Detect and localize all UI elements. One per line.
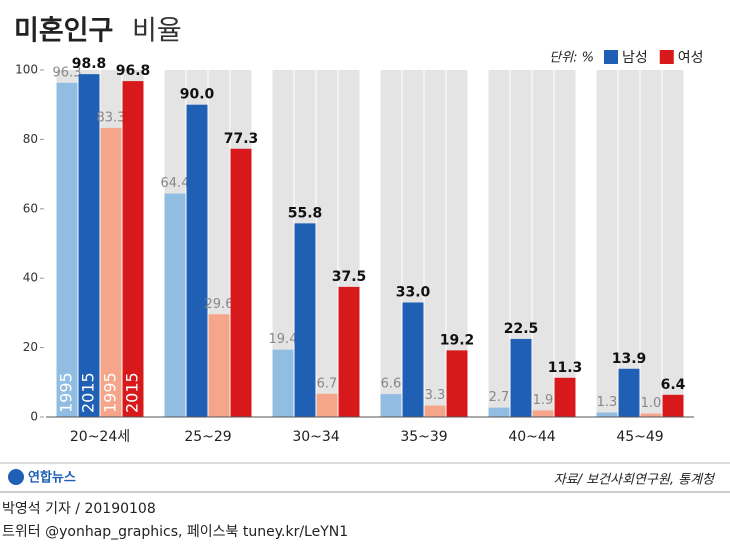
- social: 트위터 @yonhap_graphics, 페이스북 tuney.kr/LeYN…: [2, 524, 348, 540]
- background-stripe: [596, 70, 618, 417]
- y-tick-label: 40: [23, 271, 38, 285]
- data-label: 96.8: [116, 63, 151, 79]
- legend-label: 남성: [622, 50, 648, 66]
- bar: [230, 148, 252, 418]
- y-tick-label: 100: [15, 63, 38, 77]
- data-label: 3.3: [425, 388, 446, 403]
- data-label: 6.4: [661, 377, 686, 393]
- bar: [532, 410, 554, 417]
- legend-label: 여성: [678, 50, 704, 66]
- bar: [208, 314, 230, 417]
- bar: [554, 377, 576, 417]
- bar: [56, 82, 78, 418]
- series-year-label: 2015: [79, 372, 98, 413]
- background-stripe: [424, 70, 446, 417]
- bar: [186, 104, 208, 417]
- plot-area: 0 20 40 60 80 100 20~24세 96.3 1995 98.8 2015 83.3 19…: [15, 56, 694, 445]
- bar: [488, 407, 510, 417]
- bar: [294, 223, 316, 417]
- data-label: 29.6: [205, 297, 234, 312]
- background-stripe: [510, 70, 532, 417]
- data-label: 6.6: [381, 377, 402, 392]
- data-label: 90.0: [180, 87, 215, 103]
- data-label: 13.9: [612, 351, 647, 367]
- data-label: 55.8: [288, 205, 323, 221]
- chart-subtitle: 비율: [132, 16, 182, 47]
- bar: [380, 394, 402, 417]
- x-tick-label: 35~39: [400, 429, 447, 445]
- background-stripe: [316, 70, 338, 417]
- data-label: 2.7: [489, 390, 510, 405]
- bar: [424, 405, 446, 417]
- data-label: 19.4: [269, 332, 298, 347]
- data-label: 22.5: [504, 321, 539, 337]
- data-label: 19.2: [440, 332, 475, 348]
- bar: [402, 302, 424, 417]
- data-label: 33.0: [396, 284, 431, 300]
- background-stripe: [640, 70, 662, 417]
- bar: [338, 286, 360, 417]
- x-tick-label: 45~49: [616, 429, 663, 445]
- background-stripe: [554, 70, 576, 417]
- bar: [618, 368, 640, 417]
- legend-swatch: [604, 50, 618, 64]
- logo: 연합뉴스: [28, 470, 76, 486]
- bar: [100, 127, 122, 417]
- bar: [122, 81, 144, 417]
- legend-swatch: [659, 50, 674, 64]
- data-label: 98.8: [72, 56, 107, 72]
- background-stripe: [532, 70, 554, 417]
- unit-label: 단위: %: [549, 51, 594, 66]
- background-stripe: [618, 70, 640, 417]
- background-stripe: [662, 70, 684, 417]
- data-label: 1.9: [533, 393, 554, 408]
- series-year-label: 2015: [123, 372, 142, 413]
- logo-icon: [8, 469, 24, 485]
- chart-title: 미혼인구: [14, 16, 113, 47]
- bar: [78, 74, 100, 417]
- y-tick-label: 80: [23, 132, 38, 146]
- bar: [164, 193, 186, 417]
- bar: [446, 350, 468, 417]
- source: 자료/ 보건사회연구원, 통계청: [554, 473, 716, 488]
- background-stripe: [272, 70, 294, 417]
- bar: [316, 393, 338, 417]
- bar: [662, 394, 684, 417]
- data-label: 96.3: [53, 65, 82, 80]
- bar: [640, 413, 662, 417]
- series-year-label: 1995: [57, 372, 76, 413]
- data-label: 11.3: [548, 360, 583, 376]
- data-label: 1.0: [641, 396, 662, 411]
- x-tick-label: 40~44: [508, 429, 555, 445]
- x-tick-label: 25~29: [184, 429, 231, 445]
- data-label: 77.3: [224, 131, 259, 147]
- bar: [272, 349, 294, 417]
- background-stripe: [488, 70, 510, 417]
- x-tick-label: 20~24세: [70, 429, 130, 445]
- bar: [596, 412, 618, 417]
- y-tick-label: 20: [23, 340, 38, 354]
- background-stripe: [446, 70, 468, 417]
- bar: [510, 338, 532, 417]
- data-label: 37.5: [332, 269, 367, 285]
- data-label: 83.3: [97, 110, 126, 125]
- data-label: 1.3: [597, 395, 618, 410]
- byline: 박영석 기자 / 20190108: [2, 501, 156, 517]
- series-year-label: 1995: [101, 372, 120, 413]
- data-label: 6.7: [317, 376, 338, 391]
- legend: 남성 여성: [604, 50, 704, 66]
- background-stripe: [380, 70, 402, 417]
- data-label: 64.4: [161, 176, 190, 191]
- y-tick-label: 60: [23, 201, 38, 215]
- y-tick-label: 0: [30, 410, 38, 424]
- x-tick-label: 30~34: [292, 429, 339, 445]
